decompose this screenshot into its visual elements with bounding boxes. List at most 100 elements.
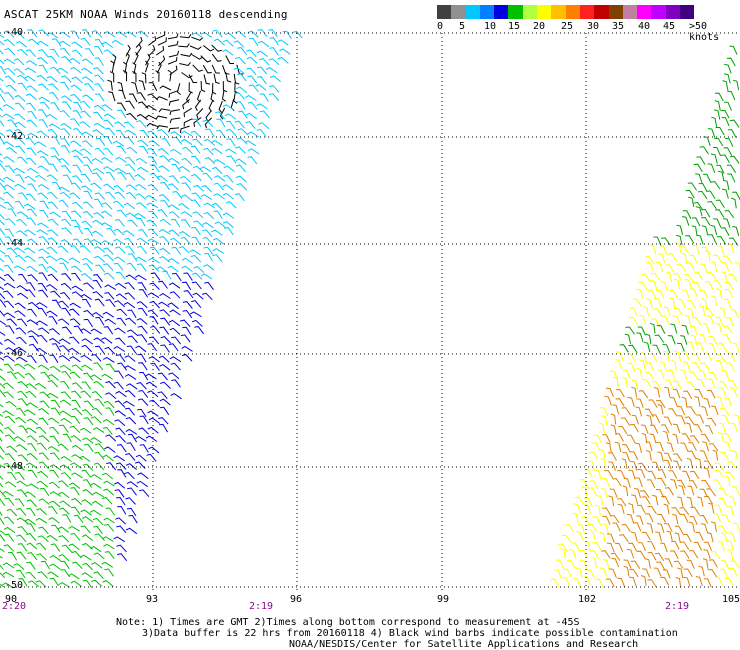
wind-barb bbox=[734, 261, 740, 270]
wind-barb bbox=[127, 487, 137, 496]
wind-barb bbox=[80, 294, 92, 301]
lat-label-50: -50 bbox=[5, 580, 24, 591]
wind-barb bbox=[25, 383, 38, 390]
wind-barb bbox=[0, 429, 4, 434]
wind-barb bbox=[727, 173, 736, 183]
wind-barb bbox=[7, 208, 17, 217]
wind-barb bbox=[183, 272, 193, 281]
wind-barb bbox=[104, 551, 115, 560]
wind-barb bbox=[724, 101, 732, 111]
wind-barb bbox=[218, 100, 223, 113]
wind-barb bbox=[663, 416, 673, 426]
wind-barb bbox=[3, 355, 15, 362]
wind-barb bbox=[4, 165, 15, 174]
wind-barb bbox=[135, 157, 148, 164]
wind-barb bbox=[125, 453, 136, 461]
wind-barb bbox=[555, 559, 564, 569]
wind-barb bbox=[135, 183, 147, 191]
wind-barb bbox=[606, 542, 615, 553]
colorbar-swatch bbox=[465, 5, 480, 19]
wind-barb bbox=[702, 322, 710, 334]
wind-barb bbox=[728, 496, 736, 507]
wind-barb bbox=[656, 441, 664, 452]
wind-barb bbox=[148, 140, 160, 147]
wind-barb bbox=[609, 568, 617, 578]
wind-barb bbox=[579, 560, 588, 570]
wind-barb bbox=[704, 307, 714, 317]
wind-barb bbox=[127, 309, 137, 319]
wind-barb bbox=[167, 56, 178, 65]
wind-barb bbox=[6, 445, 18, 453]
wind-barb bbox=[249, 37, 259, 47]
wind-barb bbox=[718, 380, 729, 390]
wind-barb bbox=[27, 183, 38, 192]
wind-barb bbox=[694, 271, 703, 281]
wind-barb bbox=[38, 452, 49, 461]
wind-barb bbox=[147, 343, 158, 352]
wind-barb bbox=[89, 509, 102, 516]
wind-barb bbox=[723, 73, 731, 84]
wind-barb bbox=[0, 533, 6, 542]
wind-barb bbox=[684, 278, 693, 289]
wind-barb bbox=[246, 49, 257, 58]
wind-barb bbox=[113, 536, 126, 543]
wind-barb bbox=[145, 105, 157, 111]
wind-barb bbox=[158, 148, 169, 155]
wind-barb bbox=[5, 347, 17, 354]
wind-barb bbox=[82, 479, 93, 488]
wind-barb bbox=[212, 29, 223, 38]
colorbar-tick-label: 45 bbox=[663, 21, 676, 32]
wind-barb bbox=[256, 103, 268, 110]
colorbar-tick-label: 20 bbox=[533, 21, 546, 32]
wind-barb bbox=[81, 572, 93, 579]
wind-barb bbox=[591, 556, 597, 568]
wind-barb bbox=[259, 58, 270, 66]
wind-barb bbox=[68, 257, 81, 264]
wind-barb bbox=[192, 292, 204, 300]
wind-barb bbox=[139, 415, 149, 425]
wind-barb bbox=[26, 418, 39, 425]
wind-barb bbox=[50, 399, 61, 408]
note-line-3: NOAA/NESDIS/Center for Satellite Applica… bbox=[289, 639, 639, 650]
wind-barb bbox=[730, 560, 740, 569]
wind-barb bbox=[82, 94, 94, 102]
wind-barb bbox=[167, 69, 172, 82]
wind-barb bbox=[664, 558, 673, 568]
wind-barb bbox=[49, 435, 60, 444]
wind-barb bbox=[46, 114, 58, 120]
wind-barb bbox=[2, 582, 14, 589]
wind-barb bbox=[4, 533, 15, 542]
wind-barb bbox=[702, 441, 709, 452]
wind-barb bbox=[71, 219, 81, 228]
wind-barb bbox=[682, 533, 692, 543]
wind-barb bbox=[225, 201, 237, 209]
wind-barb bbox=[191, 173, 202, 182]
wind-barb bbox=[126, 345, 137, 354]
wind-barb bbox=[660, 281, 668, 292]
wind-barb bbox=[70, 415, 81, 424]
wind-barb bbox=[599, 532, 606, 543]
wind-barb bbox=[93, 122, 106, 129]
wind-barb bbox=[159, 398, 171, 406]
wind-barb bbox=[702, 558, 709, 569]
wind-barb bbox=[657, 523, 665, 533]
wind-barb bbox=[93, 525, 103, 535]
wind-barb bbox=[25, 571, 37, 580]
wind-barb bbox=[658, 253, 666, 264]
wind-barb bbox=[167, 258, 180, 265]
colorbar-swatch bbox=[565, 5, 580, 19]
wind-barb bbox=[91, 562, 103, 569]
wind-barb bbox=[124, 129, 136, 136]
wind-barb bbox=[687, 485, 695, 496]
wind-barb bbox=[70, 140, 82, 147]
wind-barb bbox=[202, 172, 213, 181]
wind-barb bbox=[602, 559, 610, 570]
wind-barb bbox=[572, 578, 581, 588]
wind-barb bbox=[689, 470, 700, 480]
wind-barb bbox=[115, 293, 128, 300]
wind-barb bbox=[192, 165, 204, 173]
wind-barb bbox=[13, 68, 25, 76]
wind-barb bbox=[91, 353, 102, 362]
wind-barb bbox=[124, 136, 135, 145]
wind-barb bbox=[713, 280, 723, 289]
